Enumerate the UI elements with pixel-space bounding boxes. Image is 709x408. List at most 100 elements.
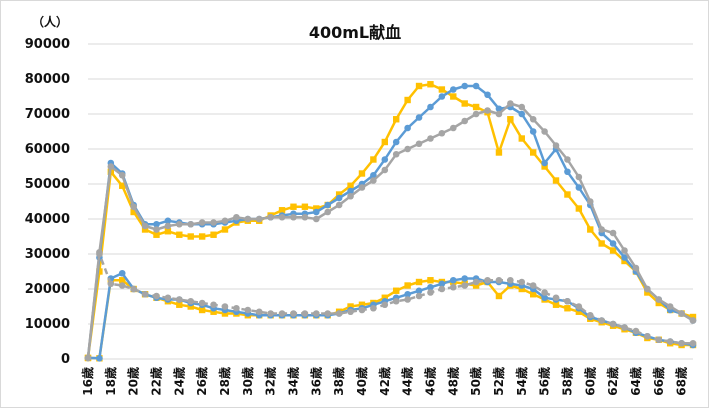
x-tick-label: 64歳 bbox=[628, 367, 643, 396]
data-point bbox=[586, 311, 594, 319]
y-tick-label: 40000 bbox=[25, 212, 70, 227]
y-tick-label: 60000 bbox=[25, 142, 70, 157]
data-point bbox=[404, 282, 411, 289]
data-point bbox=[541, 289, 548, 296]
x-tick-label: 34歳 bbox=[285, 367, 300, 396]
data-point bbox=[518, 110, 526, 118]
x-tick-label: 40歳 bbox=[354, 367, 369, 396]
data-point bbox=[210, 301, 217, 309]
data-point bbox=[221, 226, 229, 233]
data-point bbox=[666, 338, 674, 345]
data-point bbox=[529, 115, 537, 123]
data-point bbox=[472, 110, 480, 118]
data-point bbox=[495, 105, 503, 113]
data-point bbox=[484, 107, 491, 114]
data-point bbox=[393, 116, 400, 123]
x-tick-label: 36歳 bbox=[308, 367, 323, 396]
data-point bbox=[335, 191, 343, 198]
data-point bbox=[655, 336, 663, 344]
data-point bbox=[529, 128, 537, 135]
data-point bbox=[96, 355, 103, 362]
x-tick-label: 60歳 bbox=[582, 367, 597, 396]
data-point bbox=[541, 159, 548, 167]
data-point bbox=[427, 289, 434, 296]
y-tick-label: 70000 bbox=[25, 107, 70, 122]
data-point bbox=[347, 192, 354, 200]
data-point bbox=[564, 191, 571, 198]
data-point bbox=[655, 296, 663, 303]
data-point bbox=[689, 313, 697, 321]
data-point bbox=[564, 297, 571, 305]
data-point bbox=[313, 215, 320, 223]
data-point bbox=[176, 301, 183, 308]
data-point bbox=[518, 278, 526, 286]
data-point bbox=[564, 168, 571, 176]
data-point bbox=[324, 208, 332, 216]
data-point bbox=[370, 177, 377, 184]
data-point bbox=[176, 231, 183, 238]
data-point bbox=[427, 283, 434, 291]
x-tick-label: 28歳 bbox=[217, 367, 232, 396]
data-point bbox=[267, 213, 274, 221]
data-point bbox=[438, 86, 446, 93]
data-point bbox=[381, 294, 388, 301]
data-point bbox=[358, 184, 366, 191]
data-point bbox=[347, 303, 354, 310]
data-point bbox=[164, 294, 172, 302]
data-point bbox=[313, 310, 320, 317]
x-tick-label: 50歳 bbox=[468, 367, 483, 396]
data-point bbox=[335, 201, 343, 209]
data-point bbox=[575, 173, 583, 181]
data-point bbox=[164, 217, 172, 225]
data-point bbox=[495, 110, 503, 118]
data-point bbox=[381, 156, 389, 163]
data-point bbox=[176, 296, 183, 303]
data-point bbox=[107, 163, 115, 170]
data-point bbox=[404, 124, 411, 132]
y-tick-label: 80000 bbox=[25, 72, 70, 87]
gridlines bbox=[88, 43, 693, 360]
data-point bbox=[495, 149, 503, 156]
data-point bbox=[176, 220, 183, 228]
data-point bbox=[153, 231, 160, 238]
data-point bbox=[118, 269, 126, 277]
data-point bbox=[449, 283, 457, 291]
data-point bbox=[689, 339, 697, 347]
x-tick-label: 24歳 bbox=[171, 367, 186, 396]
data-point bbox=[644, 289, 651, 296]
data-point bbox=[221, 217, 229, 225]
data-point bbox=[564, 305, 571, 312]
data-point bbox=[507, 116, 514, 123]
data-point bbox=[187, 220, 195, 228]
data-point bbox=[301, 310, 309, 317]
data-point bbox=[84, 354, 92, 362]
data-point bbox=[392, 150, 400, 158]
y-tick-label: 50000 bbox=[25, 177, 70, 192]
data-point bbox=[541, 294, 548, 302]
data-point bbox=[518, 103, 526, 111]
data-point bbox=[198, 233, 206, 240]
data-point bbox=[427, 103, 434, 111]
data-point bbox=[324, 201, 332, 209]
data-point bbox=[415, 140, 423, 148]
x-tick-label: 44歳 bbox=[400, 367, 415, 396]
data-point bbox=[164, 222, 172, 230]
data-point bbox=[198, 299, 206, 307]
data-point bbox=[609, 229, 617, 237]
data-point bbox=[404, 96, 411, 104]
data-point bbox=[449, 86, 457, 93]
data-point bbox=[678, 310, 685, 317]
data-point bbox=[210, 231, 217, 238]
data-point bbox=[472, 282, 480, 289]
data-point bbox=[187, 233, 194, 240]
data-point bbox=[472, 82, 480, 90]
data-point bbox=[427, 277, 434, 284]
data-point bbox=[541, 163, 548, 170]
x-tick-label: 42歳 bbox=[377, 367, 392, 396]
data-point bbox=[449, 276, 457, 284]
data-point bbox=[461, 117, 468, 125]
data-point bbox=[632, 264, 640, 272]
data-point bbox=[301, 213, 309, 221]
data-point bbox=[210, 308, 217, 315]
data-point bbox=[415, 114, 423, 121]
